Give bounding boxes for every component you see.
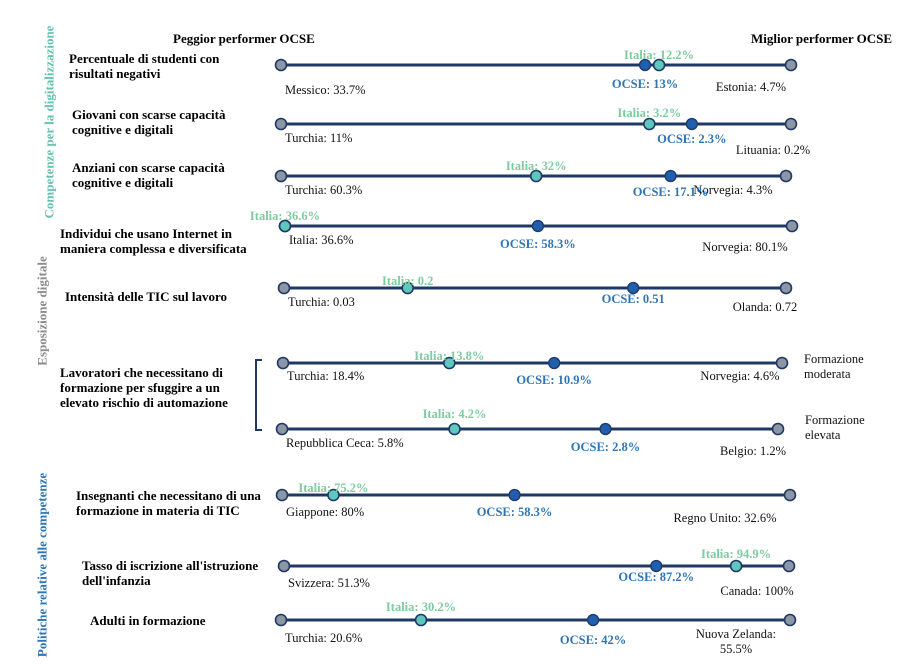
italy-value-label: Italia: 30.2% bbox=[385, 600, 457, 614]
worst-performer-label: Messico: 33.7% bbox=[285, 83, 366, 97]
indicator-label: Lavoratori che necessitano di formazione… bbox=[60, 365, 228, 410]
oecd-value-label: OCSE: 58.3% bbox=[476, 505, 553, 519]
best-endpoint-marker bbox=[779, 169, 793, 183]
italy-marker bbox=[327, 488, 340, 502]
best-endpoint-marker bbox=[775, 356, 789, 370]
oecd-value-label: OCSE: 13% bbox=[611, 77, 679, 91]
worst-endpoint-marker bbox=[275, 422, 289, 436]
best-endpoint-marker bbox=[779, 281, 793, 295]
best-performer-header: Miglior performer OCSE bbox=[751, 31, 893, 46]
oecd-value-label: OCSE: 10.9% bbox=[516, 373, 593, 387]
group-label-digital-exposure: Esposizione digitale bbox=[34, 256, 50, 366]
indicator-label: Intensità delle TIC sul lavoro bbox=[65, 289, 228, 304]
italy-value-label: Italia: 3.2% bbox=[617, 106, 682, 120]
oecd-value-label: OCSE: 2.8% bbox=[570, 440, 641, 454]
worst-performer-label: Svizzera: 51.3% bbox=[288, 576, 370, 590]
best-performer-label: Lituania: 0.2% bbox=[735, 143, 811, 157]
worst-endpoint-marker bbox=[276, 356, 290, 370]
training-level-label: Formazione moderata bbox=[804, 352, 864, 381]
indicator-label: Tasso di iscrizione all'istruzione dell'… bbox=[82, 558, 259, 588]
indicator-label: Adulti in formazione bbox=[90, 613, 206, 628]
automation-bracket bbox=[255, 359, 262, 431]
oecd-marker bbox=[650, 559, 663, 573]
worst-endpoint-marker bbox=[274, 58, 288, 72]
best-performer-label: Norvegia: 4.6% bbox=[700, 369, 780, 383]
worst-performer-label: Italia: 36.6% bbox=[289, 233, 354, 247]
worst-performer-label: Turchia: 11% bbox=[285, 131, 353, 145]
worst-performer-label: Turchia: 60.3% bbox=[285, 183, 363, 197]
italy-marker bbox=[278, 219, 292, 233]
italy-marker bbox=[414, 613, 428, 627]
oecd-value-label: OCSE: 0.51 bbox=[601, 292, 665, 306]
italy-value-label: Italia: 0.2 bbox=[381, 274, 434, 288]
best-performer-label: Nuova Zelanda: 55.5% bbox=[695, 627, 777, 656]
italy-value-label: Italia: 75.2% bbox=[298, 481, 369, 495]
indicator-label: Percentuale di studenti con risultati ne… bbox=[69, 51, 220, 81]
oecd-marker bbox=[508, 488, 521, 502]
italy-value-label: Italia: 12.2% bbox=[624, 48, 695, 62]
best-performer-label: Regno Unito: 32.6% bbox=[673, 511, 777, 525]
italy-value-label: Italia: 4.2% bbox=[422, 407, 487, 421]
worst-performer-label: Repubblica Ceca: 5.8% bbox=[286, 436, 404, 450]
oecd-value-label: OCSE: 42% bbox=[559, 633, 627, 647]
oecd-value-label: OCSE: 87.2% bbox=[618, 570, 695, 584]
oecd-marker bbox=[685, 117, 698, 131]
indicator-label: Giovani con scarse capacità cognitive e … bbox=[72, 107, 226, 137]
worst-endpoint-marker bbox=[275, 488, 289, 502]
italy-marker bbox=[652, 58, 666, 72]
best-endpoint-marker bbox=[784, 58, 798, 72]
best-performer-label: Olanda: 0.72 bbox=[732, 300, 798, 314]
worst-performer-label: Turchia: 0.03 bbox=[288, 295, 355, 309]
best-endpoint-marker bbox=[784, 117, 798, 131]
indicator-label: Individui che usano Internet in maniera … bbox=[60, 226, 247, 256]
italy-value-label: Italia: 94.9% bbox=[701, 547, 772, 561]
oecd-marker bbox=[599, 422, 612, 436]
best-performer-label: Belgio: 1.2% bbox=[720, 444, 786, 458]
indicator-label: Anziani con scarse capacità cognitive e … bbox=[72, 160, 225, 190]
oecd-marker bbox=[627, 281, 640, 295]
oecd-marker bbox=[664, 169, 677, 183]
worst-endpoint-marker bbox=[274, 169, 288, 183]
worst-endpoint-marker bbox=[274, 613, 288, 627]
best-endpoint-marker bbox=[771, 422, 785, 436]
italy-value-label: Italia: 13.8% bbox=[414, 349, 485, 363]
indicator-label: Insegnanti che necessitano di una formaz… bbox=[76, 488, 261, 518]
italy-marker bbox=[443, 356, 456, 370]
best-performer-label: Norvegia: 4.3% bbox=[693, 183, 773, 197]
best-endpoint-marker bbox=[782, 559, 796, 573]
worst-performer-label: Turchia: 18.4% bbox=[287, 369, 365, 383]
best-performer-label: Estonia: 4.7% bbox=[715, 80, 787, 94]
training-level-label: Formazione elevata bbox=[805, 413, 865, 442]
oecd-value-label: OCSE: 2.3% bbox=[657, 132, 727, 146]
worst-performer-header: Peggior performer OCSE bbox=[173, 31, 315, 46]
oecd-value-label: OCSE: 17.1% bbox=[632, 185, 709, 199]
oecd-value-label: OCSE: 58.3% bbox=[500, 237, 576, 251]
italy-value-label: Italia: 32% bbox=[505, 159, 567, 173]
best-endpoint-marker bbox=[783, 488, 797, 502]
worst-performer-label: Turchia: 20.6% bbox=[285, 631, 363, 645]
italy-value-label: Italia: 36.6% bbox=[249, 209, 321, 223]
best-performer-label: Norvegia: 80.1% bbox=[702, 240, 788, 254]
best-endpoint-marker bbox=[783, 613, 797, 627]
worst-performer-label: Giappone: 80% bbox=[286, 505, 365, 519]
worst-endpoint-marker bbox=[277, 281, 291, 295]
oecd-marker bbox=[531, 219, 545, 233]
best-performer-label: Canada: 100% bbox=[720, 584, 794, 598]
oecd-marker bbox=[586, 613, 600, 627]
oecd-marker bbox=[638, 58, 652, 72]
italy-marker bbox=[729, 559, 743, 573]
oecd-marker bbox=[548, 356, 561, 370]
italy-marker bbox=[401, 281, 414, 295]
italy-marker bbox=[448, 422, 461, 436]
best-endpoint-marker bbox=[785, 219, 799, 233]
group-label-digital-skills: Competenze per la digitalizzazione bbox=[41, 25, 57, 219]
italy-marker bbox=[643, 117, 656, 131]
group-label-skills-policies: Politiche relative alle competenze bbox=[34, 472, 50, 658]
italy-marker bbox=[529, 169, 543, 183]
worst-endpoint-marker bbox=[274, 117, 288, 131]
worst-endpoint-marker bbox=[277, 559, 291, 573]
